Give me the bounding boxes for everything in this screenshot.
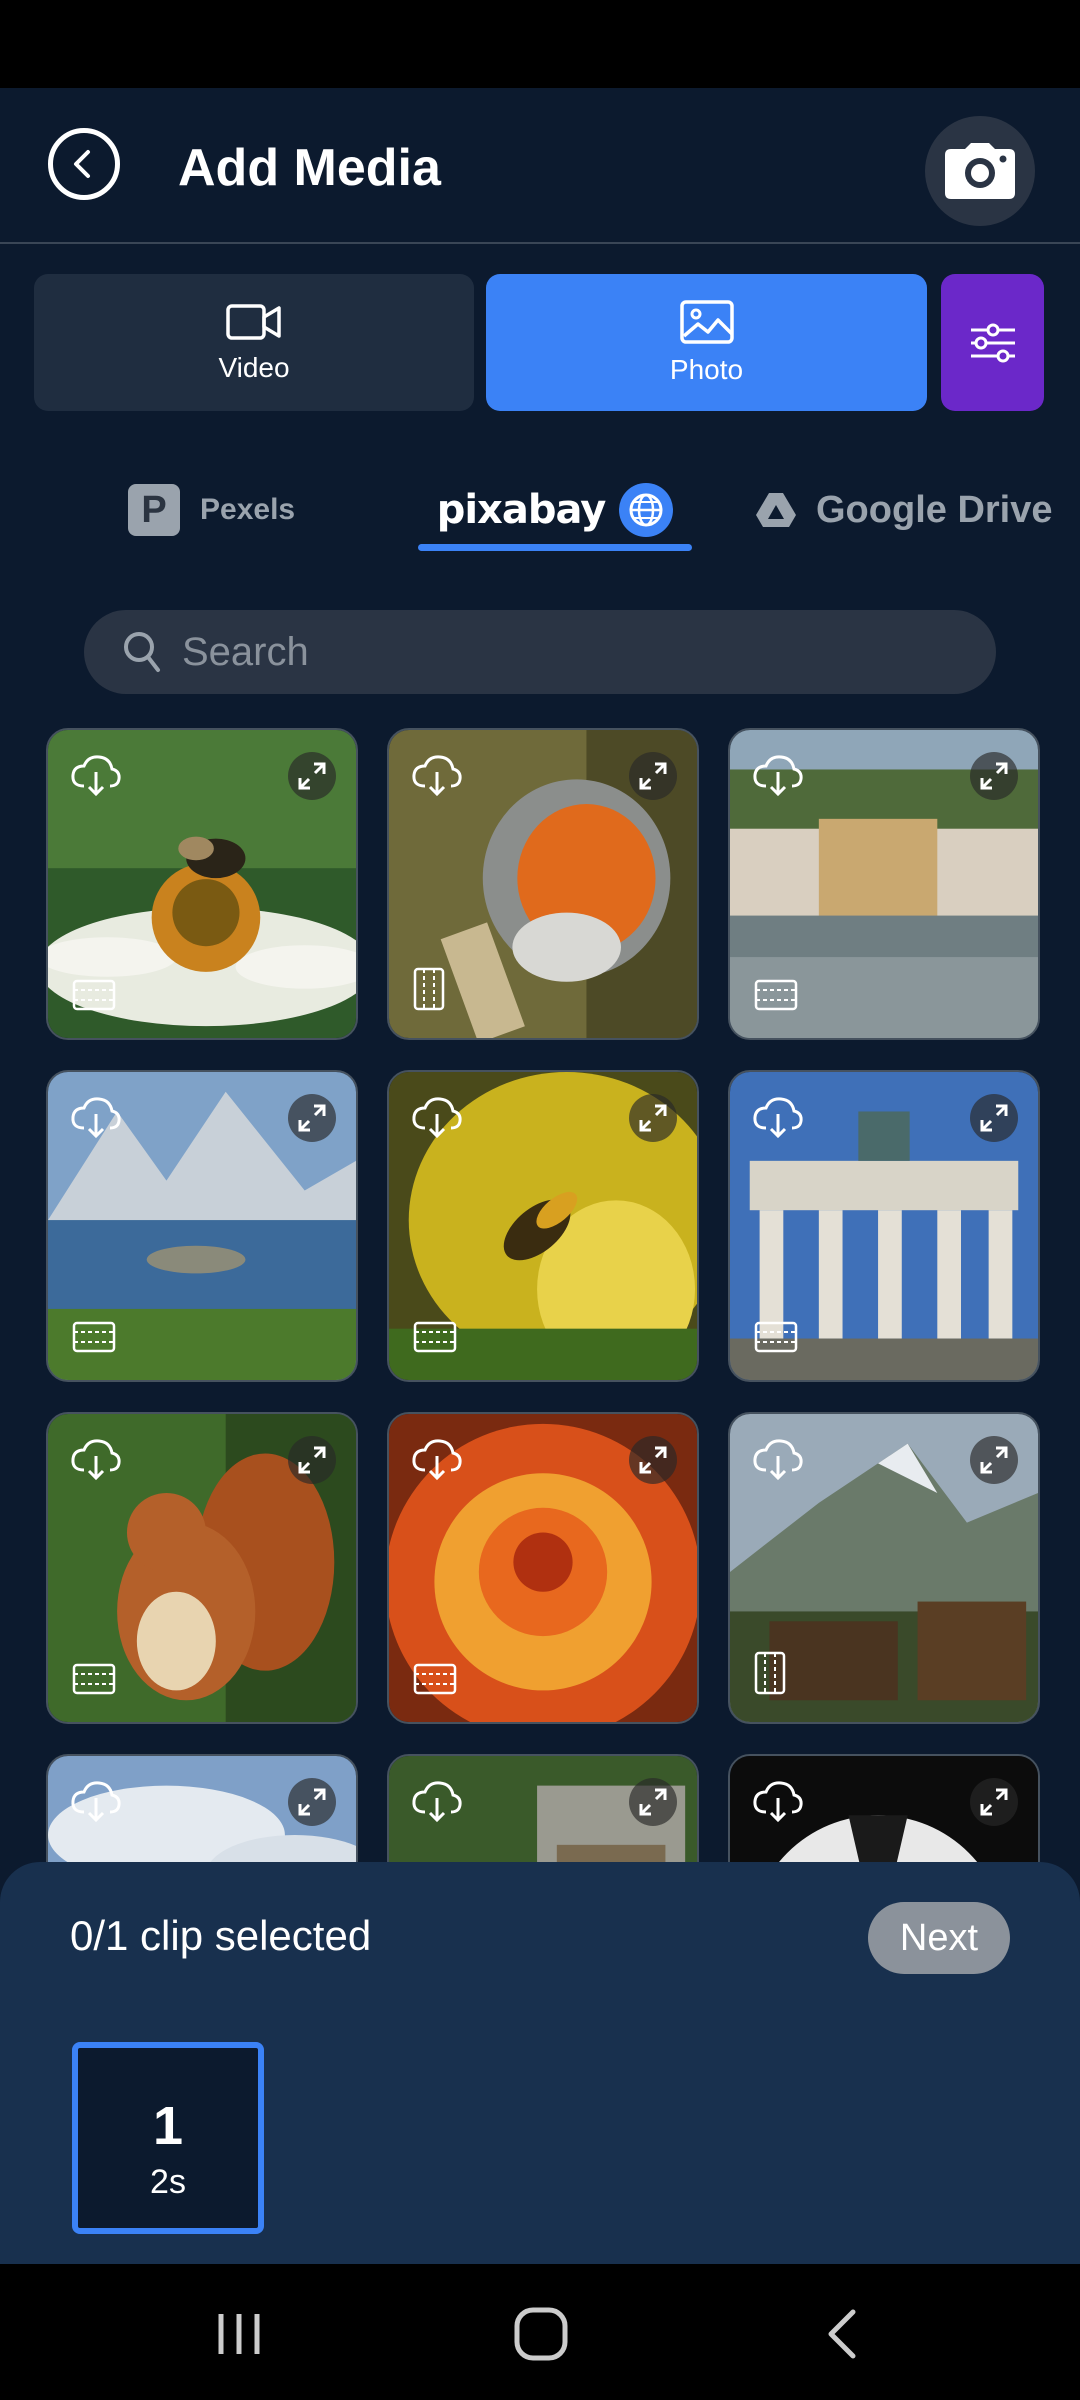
search-bar[interactable] [84, 610, 996, 694]
red-squirrel-thumbnail [48, 1414, 356, 1722]
cloud-download-icon[interactable] [70, 1780, 122, 1829]
search-input[interactable] [182, 629, 942, 675]
page-title: Add Media [178, 139, 441, 197]
cloud-download-icon[interactable] [752, 1780, 804, 1829]
selection-sheet: 0/1 clip selected Next 1 2s [0, 1862, 1080, 2264]
tab-pixabay[interactable]: pixabay [418, 470, 692, 550]
riverside-buildings-thumbnail [730, 730, 1038, 1038]
chevron-left-icon [74, 150, 90, 178]
media-tile[interactable] [387, 1412, 699, 1724]
photo-type-label: Photo [669, 353, 744, 385]
expand-icon[interactable] [288, 1094, 336, 1142]
home-button[interactable] [496, 2294, 586, 2374]
clip-slot[interactable]: 1 2s [72, 2042, 264, 2234]
media-tile[interactable] [46, 728, 358, 1040]
back-button[interactable] [48, 128, 120, 200]
selection-count: 0/1 clip selected [70, 1912, 372, 1959]
landscape-frame-icon [413, 1663, 457, 1700]
tab-pixabay-label: pixabay [436, 487, 607, 533]
media-tile[interactable] [46, 1070, 358, 1382]
cloud-download-icon[interactable] [411, 1096, 463, 1145]
cloud-download-icon[interactable] [752, 1438, 804, 1487]
media-tile[interactable] [387, 1754, 699, 1862]
tab-google-drive-label: Google Drive [816, 488, 1053, 531]
expand-icon[interactable] [288, 752, 336, 800]
expand-icon[interactable] [970, 1778, 1018, 1826]
expand-icon[interactable] [970, 752, 1018, 800]
back-nav-button[interactable] [798, 2294, 888, 2374]
globe-icon [619, 483, 674, 537]
recent-apps-button[interactable] [194, 2294, 284, 2374]
video-type-label: Video [218, 351, 290, 383]
tab-pexels[interactable]: P Pexels [128, 470, 295, 550]
google-drive-icon [756, 493, 796, 527]
landscape-frame-icon [72, 979, 116, 1016]
expand-icon[interactable] [288, 1778, 336, 1826]
expand-icon[interactable] [629, 752, 677, 800]
photo-type-button[interactable]: Photo [486, 274, 927, 411]
app-header: Add Media [0, 88, 1080, 244]
media-tile[interactable] [387, 1070, 699, 1382]
expand-icon[interactable] [629, 1094, 677, 1142]
video-camera-icon [226, 303, 281, 340]
media-tile[interactable] [46, 1412, 358, 1724]
cloud-download-icon[interactable] [411, 1438, 463, 1487]
cloud-download-icon[interactable] [411, 754, 463, 803]
tab-google-drive[interactable]: Google Drive [754, 470, 1053, 550]
cloud-download-icon[interactable] [70, 1438, 122, 1487]
expand-icon[interactable] [629, 1778, 677, 1826]
search-icon [124, 632, 160, 672]
cloud-download-icon[interactable] [752, 1096, 804, 1145]
camera-button[interactable] [925, 116, 1035, 226]
portrait-frame-icon [754, 1651, 786, 1700]
camera-icon [945, 143, 1015, 199]
media-tile[interactable] [728, 1754, 1040, 1862]
media-tile[interactable] [46, 1754, 358, 1862]
clip-slot-duration: 2s [150, 2162, 186, 2201]
landscape-frame-icon [754, 979, 798, 1016]
status-bar [0, 0, 1080, 88]
expand-icon[interactable] [288, 1436, 336, 1484]
expand-icon[interactable] [970, 1436, 1018, 1484]
filter-button[interactable] [941, 274, 1044, 411]
alpine-village-thumbnail [730, 1414, 1038, 1722]
next-button[interactable]: Next [868, 1902, 1010, 1974]
media-tile[interactable] [728, 1412, 1040, 1724]
media-tile[interactable] [728, 728, 1040, 1040]
landscape-frame-icon [754, 1321, 798, 1358]
system-nav-bar [0, 2264, 1080, 2400]
landscape-frame-icon [72, 1663, 116, 1700]
chevron-left-icon [828, 2309, 856, 2359]
sliders-icon [970, 323, 1015, 362]
pexels-logo-icon: P [128, 484, 180, 536]
media-tile[interactable] [728, 1070, 1040, 1382]
media-tile[interactable] [387, 728, 699, 1040]
home-icon [514, 2307, 568, 2361]
cloud-download-icon[interactable] [70, 1096, 122, 1145]
cloud-download-icon[interactable] [70, 754, 122, 803]
cloud-download-icon[interactable] [411, 1780, 463, 1829]
video-type-button[interactable]: Video [34, 274, 474, 411]
recent-apps-icon [218, 2314, 260, 2354]
cloud-download-icon[interactable] [752, 754, 804, 803]
media-grid[interactable] [0, 722, 1080, 1862]
expand-icon[interactable] [629, 1436, 677, 1484]
tab-pexels-label: Pexels [200, 493, 296, 526]
landscape-frame-icon [413, 1321, 457, 1358]
wasp-on-flower-thumbnail [389, 1072, 697, 1380]
landscape-frame-icon [72, 1321, 116, 1358]
image-icon [679, 299, 734, 344]
expand-icon[interactable] [970, 1094, 1018, 1142]
tab-active-indicator [418, 544, 692, 551]
clip-slot-number: 1 [152, 2095, 184, 2156]
portrait-frame-icon [413, 967, 445, 1016]
